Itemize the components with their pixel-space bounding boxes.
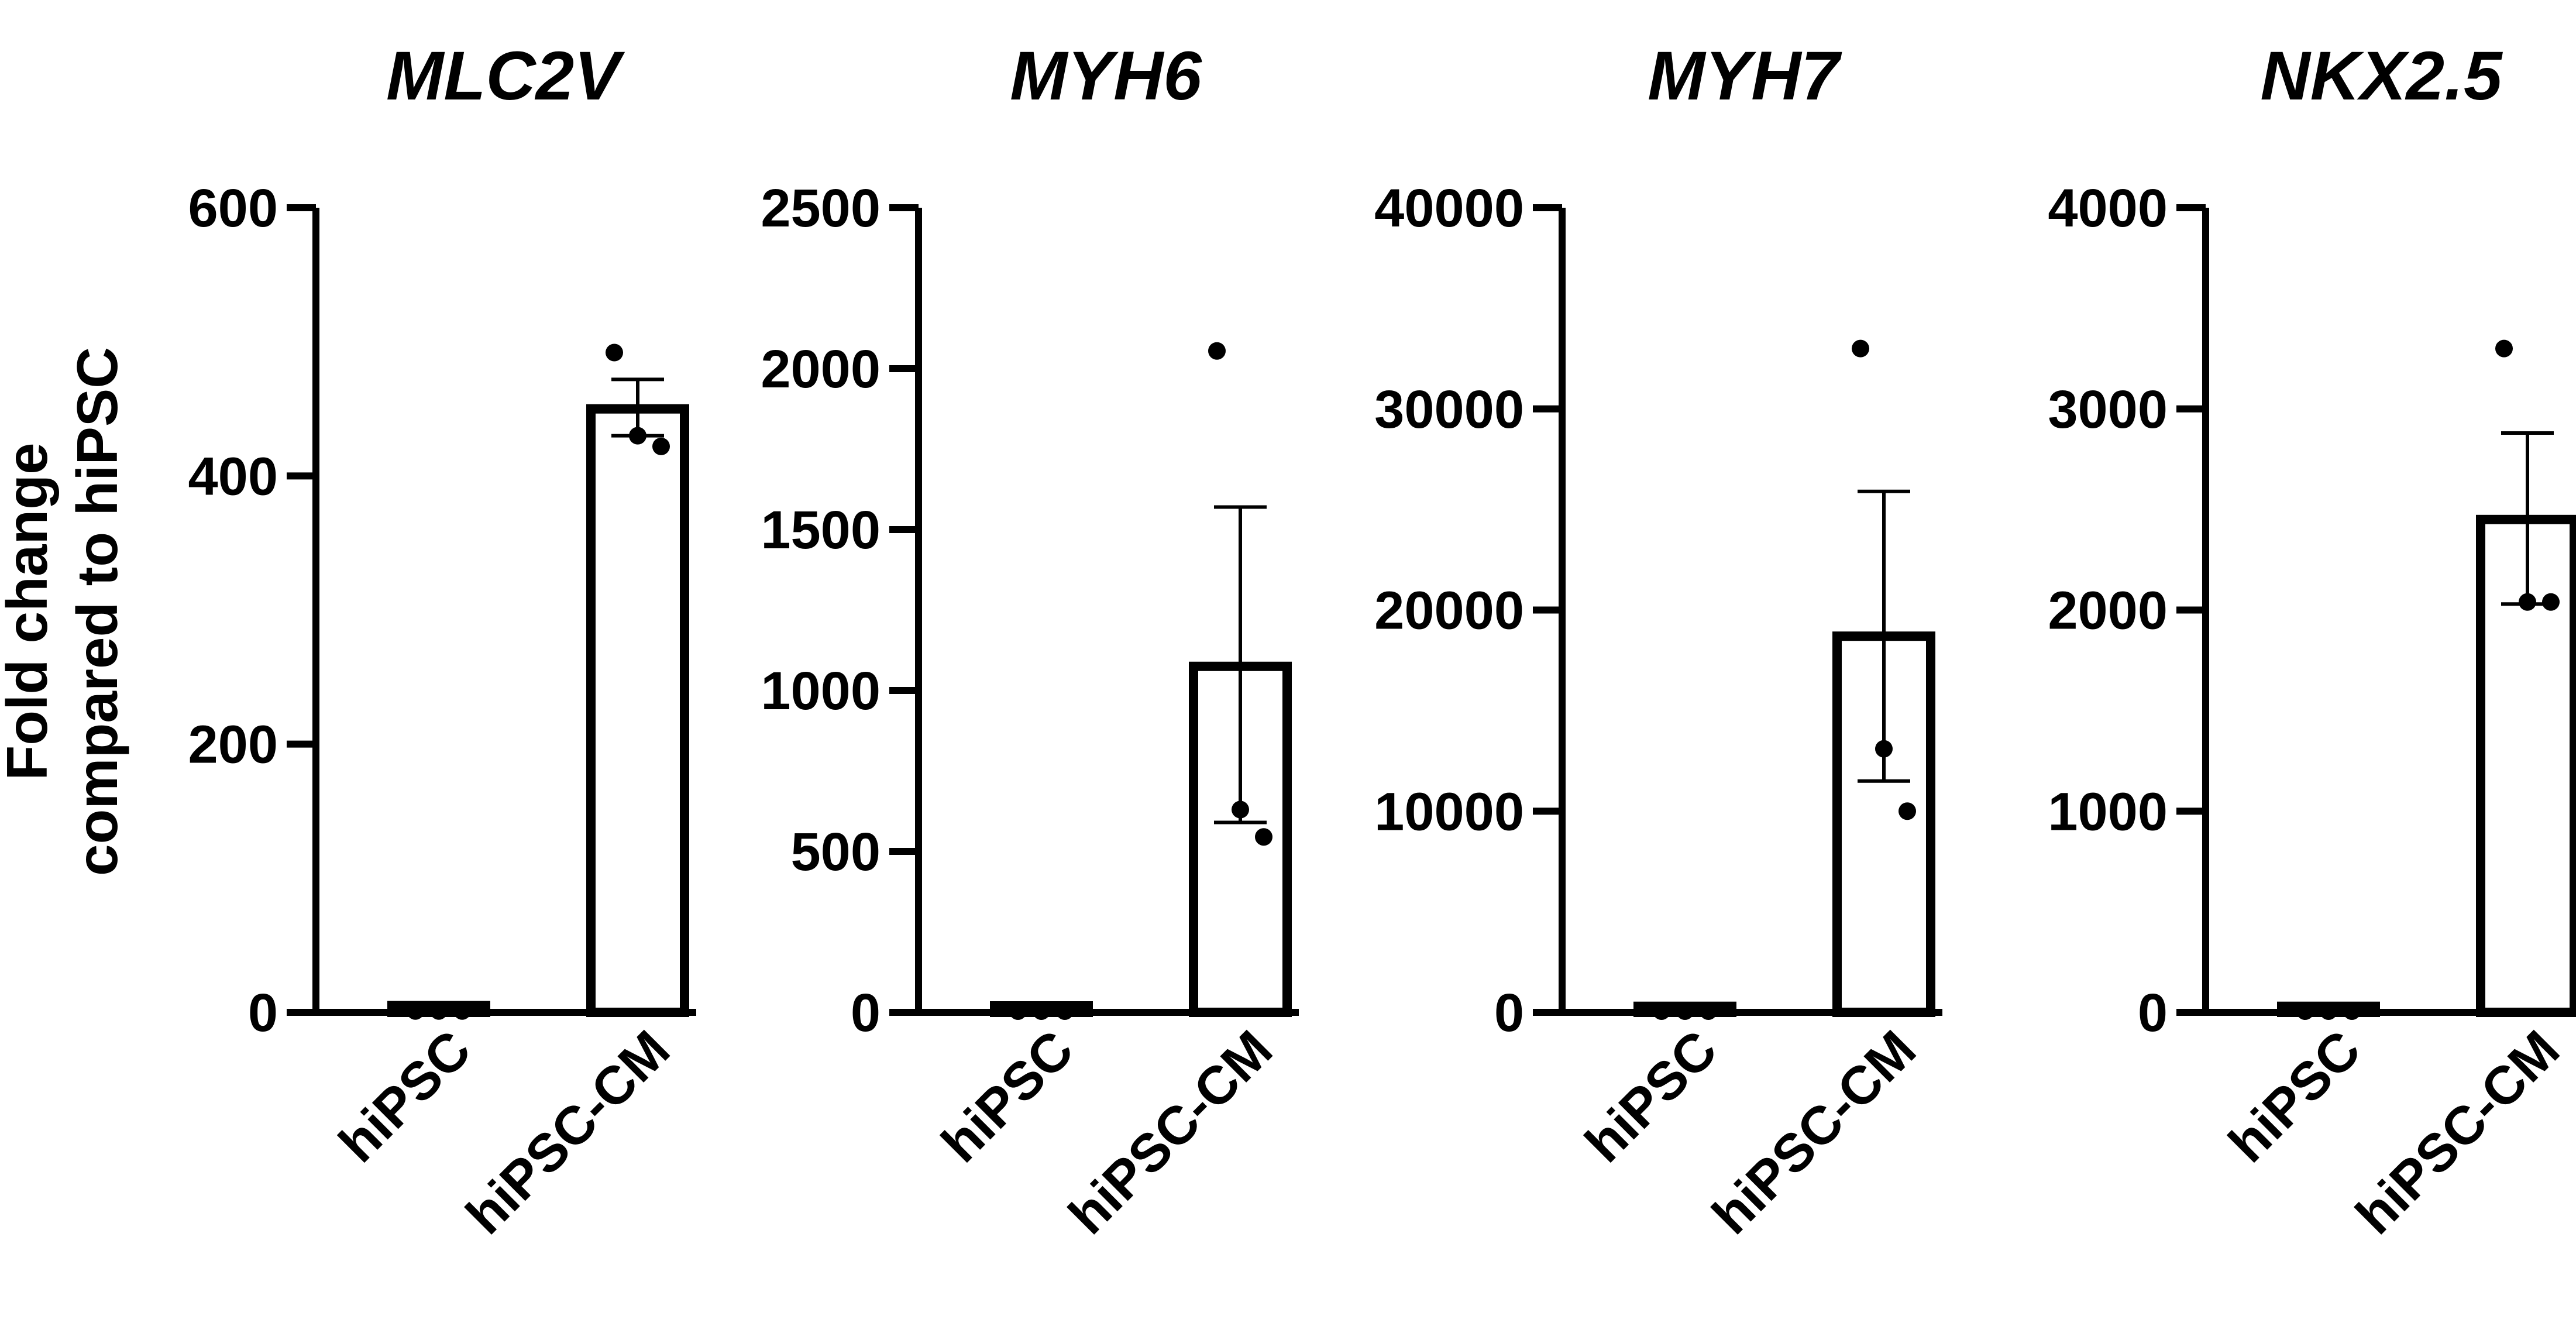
data-point: [407, 1002, 424, 1020]
category-label: hiPSC: [2217, 1019, 2372, 1174]
y-tick-label: 3000: [2048, 380, 2168, 439]
y-tick-label: 2500: [761, 178, 881, 238]
category-label: hiPSC: [328, 1019, 482, 1174]
data-point: [1676, 1002, 1694, 1020]
category-label: hiPSC-CM: [2345, 1019, 2571, 1246]
y-tick-label: 0: [1494, 983, 1524, 1043]
data-point: [1852, 339, 1869, 358]
y-axis-title-line-1: Fold change: [0, 442, 59, 780]
data-point: [1255, 828, 1272, 846]
y-axis-title-line-2: compared to hiPSC: [65, 347, 129, 876]
y-tick-label: 4000: [2048, 178, 2168, 238]
data-point: [1899, 802, 1916, 820]
y-tick-label: 2000: [761, 339, 881, 399]
y-tick-label: 40000: [1374, 178, 1524, 238]
category-label: hiPSC-CM: [1701, 1019, 1928, 1246]
data-point: [2296, 1002, 2314, 1020]
y-axis-title: Fold change compared to hiPSC: [0, 347, 129, 876]
data-point: [2495, 339, 2513, 358]
data-point: [2519, 593, 2536, 611]
panel-title: MYH6: [1010, 37, 1202, 115]
data-point: [606, 343, 623, 362]
data-point: [1700, 1002, 1717, 1020]
data-point: [1009, 1002, 1027, 1020]
y-tick-label: 2000: [2048, 581, 2168, 641]
data-point: [2542, 593, 2560, 611]
y-tick-label: 0: [851, 983, 881, 1043]
category-label: hiPSC-CM: [1058, 1019, 1284, 1246]
category-label: hiPSC-CM: [455, 1019, 682, 1246]
y-tick-label: 600: [188, 178, 278, 238]
data-point: [2320, 1002, 2337, 1020]
data-point: [2343, 1002, 2361, 1020]
y-tick-label: 20000: [1374, 581, 1524, 641]
data-point: [453, 1002, 471, 1020]
category-label: hiPSC: [930, 1019, 1085, 1174]
data-point: [1653, 1002, 1670, 1020]
panel-title: MLC2V: [386, 37, 625, 115]
panel-title: MYH7: [1648, 37, 1842, 115]
data-point: [1056, 1002, 1074, 1020]
y-tick-label: 30000: [1374, 380, 1524, 439]
data-point: [1208, 342, 1226, 360]
bar: [586, 404, 689, 1017]
y-tick-label: 0: [248, 983, 278, 1043]
y-tick-label: 10000: [1374, 782, 1524, 841]
y-tick-label: 500: [791, 822, 881, 882]
data-point: [1033, 1002, 1050, 1020]
y-tick-label: 0: [2138, 983, 2168, 1043]
panel-title: NKX2.5: [2260, 37, 2503, 115]
data-point: [1875, 740, 1893, 758]
data-point: [430, 1002, 448, 1020]
y-tick-label: 1000: [2048, 782, 2168, 841]
data-point: [629, 427, 646, 445]
data-point: [652, 437, 670, 455]
chart-panels: MLC2V0200400600hiPSChiPSC-CMMYH605001000…: [188, 37, 2576, 1246]
y-tick-label: 200: [188, 715, 278, 775]
y-tick-label: 1500: [761, 500, 881, 560]
y-tick-label: 400: [188, 446, 278, 506]
y-tick-label: 1000: [761, 661, 881, 721]
category-label: hiPSC: [1574, 1019, 1728, 1174]
data-point: [1232, 801, 1249, 819]
